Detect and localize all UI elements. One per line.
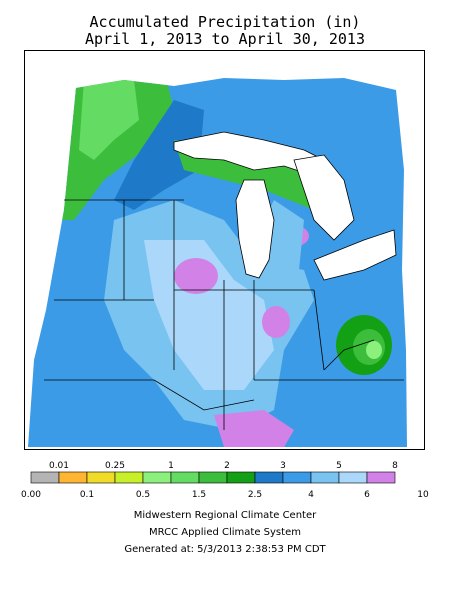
footer-generated: Generated at: 5/3/2013 2:38:53 PM CDT <box>124 544 326 555</box>
footer-org: Midwestern Regional Climate Center <box>133 510 317 521</box>
legend-swatch <box>170 471 200 484</box>
state-boundaries <box>44 199 404 430</box>
legend-swatch <box>198 471 228 484</box>
legend-swatch <box>30 471 60 484</box>
legend-bottom-label: 1.5 <box>192 490 206 500</box>
legend-bottom-label: 0.00 <box>21 490 41 500</box>
legend-colorbar: 0.01 0.25 1 2 3 5 8 0.00 0.1 0.5 1.5 2.5 4 6 10 <box>21 461 429 500</box>
precipitation-map <box>24 50 425 450</box>
legend-top-label: 1 <box>168 461 174 471</box>
legend-top-label: 0.25 <box>105 461 125 471</box>
legend-swatch <box>254 471 284 484</box>
legend-swatch <box>86 471 116 484</box>
map-title: Accumulated Precipitation (in) <box>89 13 361 31</box>
map-date-range: April 1, 2013 to April 30, 2013 <box>85 30 365 48</box>
legend-swatch <box>142 471 172 484</box>
legend-top-label: 2 <box>224 461 230 471</box>
legend-top-label: 3 <box>280 461 286 471</box>
legend-swatch <box>366 471 396 484</box>
legend-top-label: 5 <box>336 461 342 471</box>
legend-bottom-label: 0.1 <box>80 490 94 500</box>
legend-bottom-label: 10 <box>417 490 429 500</box>
legend-bottom-label: 6 <box>364 490 370 500</box>
map-frame <box>24 50 425 450</box>
legend-swatch <box>338 471 368 484</box>
legend-swatch <box>310 471 340 484</box>
legend-bottom-label: 4 <box>308 490 314 500</box>
legend-bottom-label: 2.5 <box>248 490 262 500</box>
legend-bottom-label: 0.5 <box>136 490 150 500</box>
legend-swatch <box>114 471 144 484</box>
legend-swatch <box>58 471 88 484</box>
great-lakes <box>173 131 397 281</box>
legend-swatch <box>282 471 312 484</box>
legend-top-label: 0.01 <box>49 461 69 471</box>
footer-system: MRCC Applied Climate System <box>149 527 301 538</box>
legend-swatch <box>226 471 256 484</box>
legend-top-label: 8 <box>392 461 398 471</box>
